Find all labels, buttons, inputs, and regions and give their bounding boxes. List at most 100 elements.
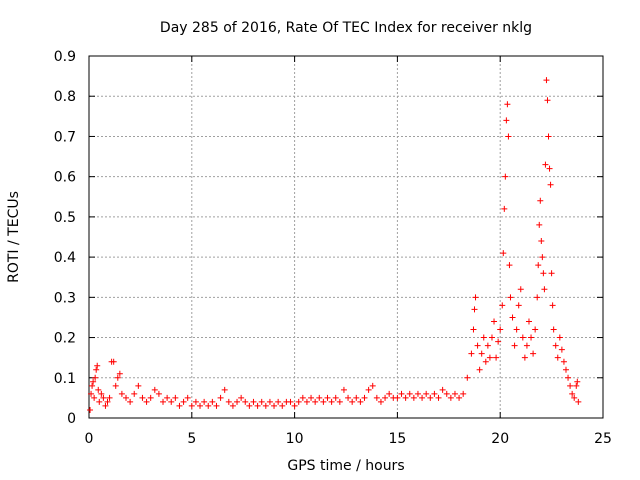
data-point [406,390,413,397]
data-point [316,394,323,401]
data-point [530,350,537,357]
data-point [558,346,565,353]
x-tick-label: 25 [594,431,612,447]
data-point [98,390,105,397]
x-tick-label: 0 [85,431,94,447]
data-point [501,205,508,212]
data-point [554,354,561,361]
data-point [571,394,578,401]
data-point [464,374,471,381]
data-point [205,402,212,409]
data-point [168,398,175,405]
y-tick-label: 0.9 [54,49,76,65]
data-point [197,402,204,409]
y-tick-label: 0.4 [54,250,76,266]
data-point [509,314,516,321]
data-point [540,270,547,277]
data-point [118,390,125,397]
data-point [100,394,107,401]
data-point [543,77,550,84]
data-point [486,354,493,361]
data-point [427,394,434,401]
data-point [95,386,102,393]
data-point [513,326,520,333]
data-point [92,374,99,381]
data-point [549,302,556,309]
data-point [332,394,339,401]
data-point [556,334,563,341]
data-point [91,394,98,401]
data-point [369,382,376,389]
data-point [151,386,158,393]
data-point [480,334,487,341]
data-point [160,398,167,405]
data-points [87,77,582,413]
data-point [541,286,548,293]
data-point [546,165,553,172]
data-point [135,382,142,389]
data-point [312,398,319,405]
data-point [96,398,103,405]
data-point [295,398,302,405]
x-tick-label: 10 [286,431,304,447]
y-axis-title: ROTI / TECUs [6,191,22,283]
data-point [147,394,154,401]
data-point [87,406,94,413]
data-point [539,254,546,261]
data-point [336,398,343,405]
data-point [299,394,306,401]
data-point [537,197,544,204]
data-point [456,394,463,401]
data-point [361,394,368,401]
data-point [536,221,543,228]
data-point [303,398,310,405]
data-point [410,394,417,401]
data-point [402,394,409,401]
data-point [500,250,507,257]
data-point [345,394,352,401]
data-point [532,326,539,333]
data-point [538,238,545,245]
y-tick-label: 0.3 [54,290,76,306]
data-point [90,378,97,385]
data-point [567,382,574,389]
data-point [443,390,450,397]
data-point [544,97,551,104]
data-point [127,398,134,405]
y-tick-label: 0.1 [54,371,76,387]
plot-frame [88,55,604,419]
data-point [503,117,510,124]
data-point [534,294,541,301]
data-point [439,386,446,393]
data-point [279,402,286,409]
data-point [225,398,232,405]
data-point [574,378,581,385]
data-point [550,326,557,333]
axis-ticks [88,55,604,419]
data-point [209,398,216,405]
data-point [491,318,498,325]
data-point [545,133,552,140]
data-point [123,394,130,401]
data-point [497,326,504,333]
data-point [246,402,253,409]
data-point [507,294,514,301]
data-point [502,173,509,180]
y-tick-label: 0 [67,411,76,427]
data-point [377,398,384,405]
data-point [287,398,294,405]
data-point [180,398,187,405]
data-point [476,366,483,373]
data-point [114,374,121,381]
data-point [172,394,179,401]
data-point [521,354,528,361]
data-point [365,386,372,393]
data-point [238,394,245,401]
data-point [221,386,228,393]
data-point [242,398,249,405]
data-point [423,390,430,397]
data-point [504,101,511,108]
data-point [192,398,199,405]
data-point [573,382,580,389]
data-point [495,338,502,345]
